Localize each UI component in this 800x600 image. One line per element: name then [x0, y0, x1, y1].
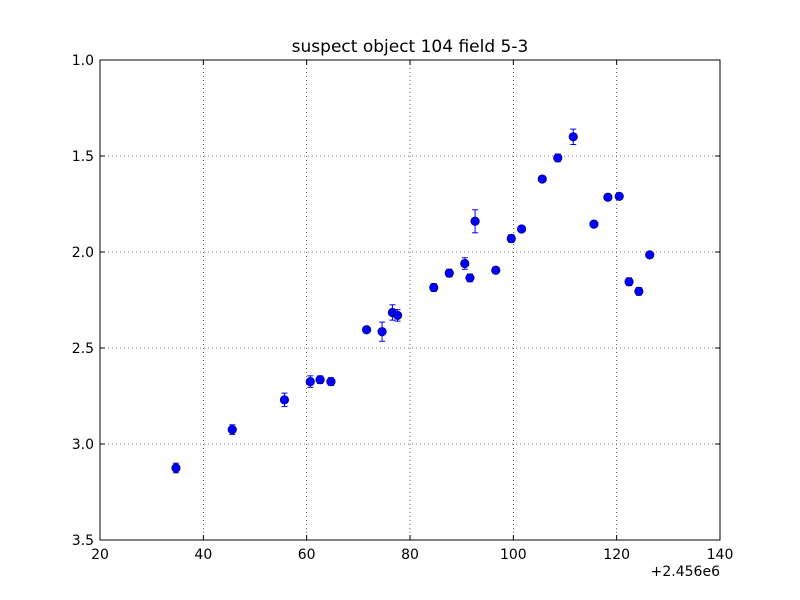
- data-point: [326, 376, 336, 387]
- y-tick-label: 3.0: [72, 437, 94, 453]
- data-point: [392, 310, 403, 320]
- data-point: [516, 224, 527, 234]
- data-point: [361, 325, 372, 335]
- data-point: [465, 273, 475, 283]
- y-tick-label: 2.5: [72, 341, 94, 357]
- chart-title: suspect object 104 field 5-3: [292, 37, 529, 57]
- data-points: [171, 132, 655, 473]
- data-point: [227, 424, 237, 435]
- x-tick-labels: 20 40 60 80 100 120 140: [91, 547, 733, 563]
- data-point: [634, 286, 644, 296]
- data-point: [537, 174, 547, 184]
- data-point: [624, 277, 634, 287]
- data-point: [589, 219, 599, 229]
- data-point: [614, 191, 624, 201]
- data-point: [553, 153, 563, 163]
- data-point: [460, 258, 470, 269]
- data-point: [315, 375, 325, 385]
- data-point: [444, 268, 454, 278]
- data-point: [171, 463, 181, 473]
- x-tick-label: 120: [603, 547, 630, 563]
- data-point: [491, 265, 501, 275]
- y-tick-label: 2.0: [72, 245, 94, 261]
- data-point: [305, 376, 315, 387]
- grid: [100, 60, 720, 540]
- x-tick-label: 140: [707, 547, 734, 563]
- x-tick-label: 40: [194, 547, 212, 563]
- x-tick-label: 100: [500, 547, 527, 563]
- x-axis-offset-label: +2.456e6: [651, 564, 720, 580]
- data-point: [568, 132, 578, 142]
- x-tick-label: 60: [298, 547, 316, 563]
- data-point: [603, 192, 613, 202]
- x-tick-label: 80: [401, 547, 419, 563]
- data-point: [506, 233, 516, 244]
- y-tick-labels: 1.0 1.5 2.0 2.5 3.0 3.5: [72, 53, 94, 549]
- y-tick-label: 1.0: [72, 53, 94, 69]
- y-tick-label: 3.5: [72, 533, 94, 549]
- axis-ticks: [99, 59, 721, 541]
- y-tick-label: 1.5: [72, 149, 94, 165]
- data-point: [279, 395, 290, 405]
- data-point: [645, 250, 655, 260]
- data-point: [429, 282, 439, 293]
- data-point: [377, 327, 387, 337]
- x-tick-label: 20: [91, 547, 109, 563]
- data-point: [470, 216, 480, 226]
